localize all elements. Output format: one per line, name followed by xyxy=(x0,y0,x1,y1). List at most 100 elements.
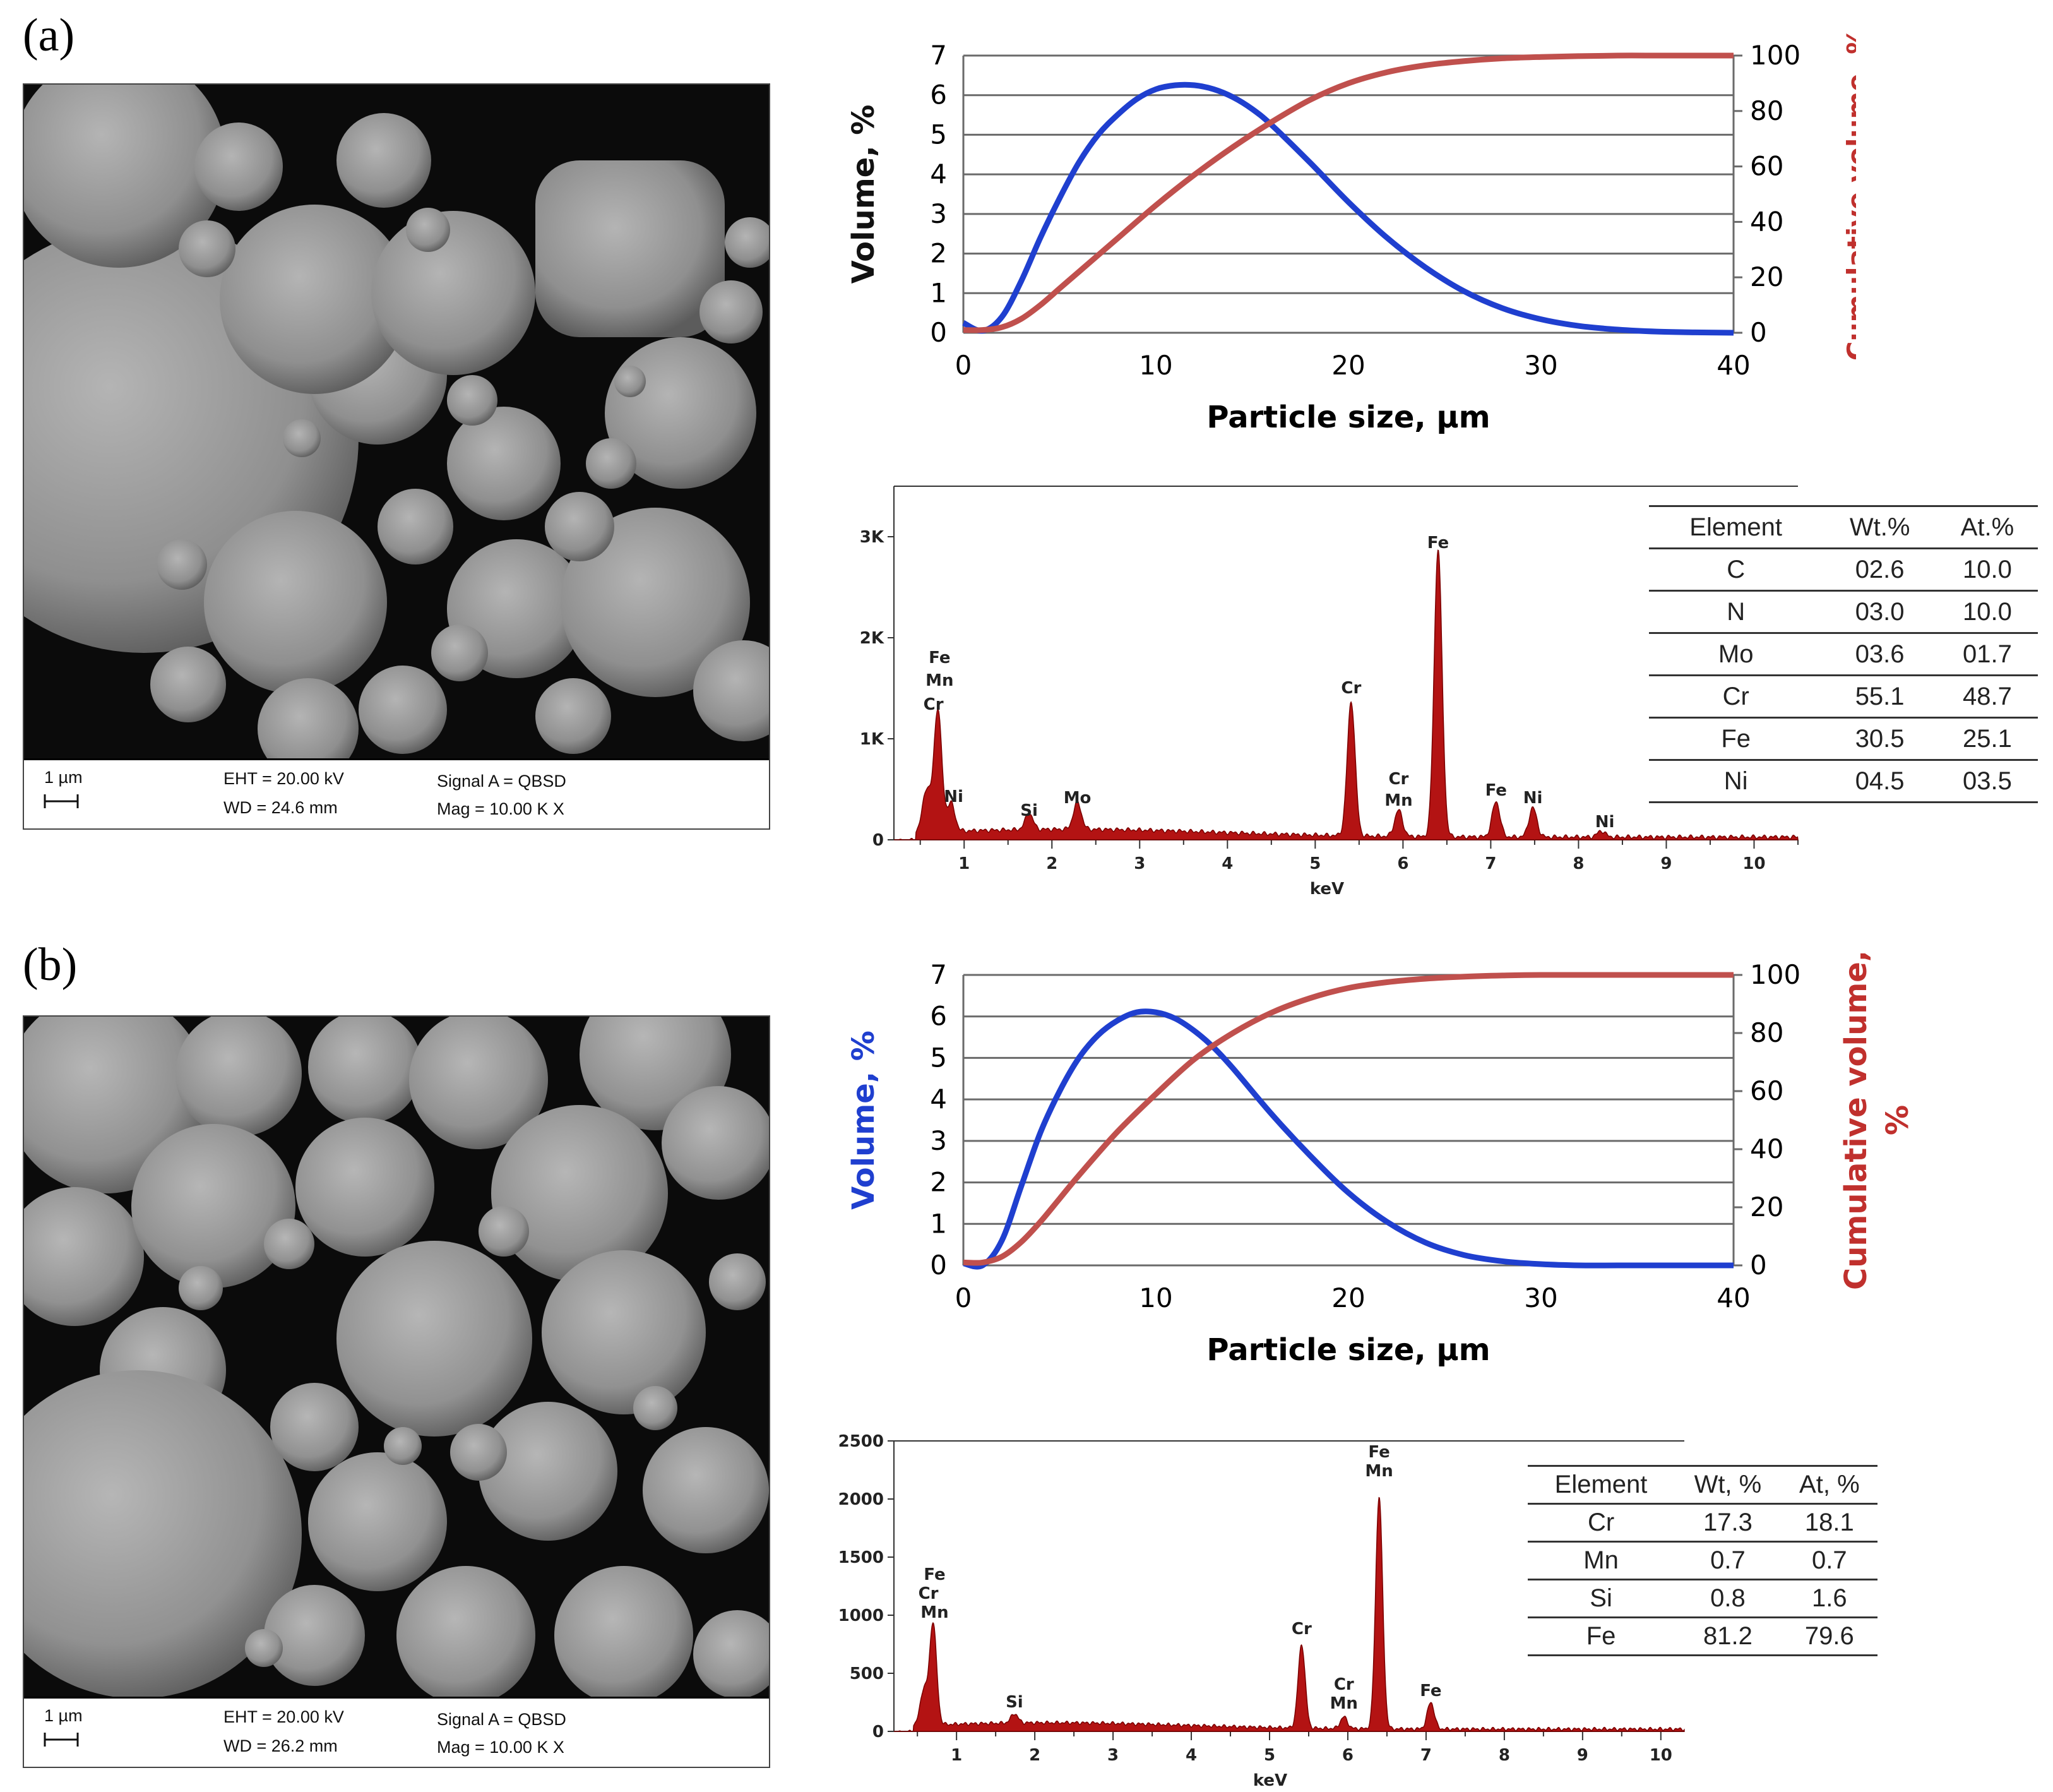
y-tick-label: 1K xyxy=(860,730,884,749)
y-tick-label: 6 xyxy=(930,80,947,111)
peak-label: Si xyxy=(1020,801,1038,820)
peak-label: Ni xyxy=(1523,789,1543,808)
table-cell: 0.8 xyxy=(1674,1579,1782,1618)
table-cell: 02.6 xyxy=(1823,548,1937,592)
x-tick-label: 4 xyxy=(1186,1746,1197,1765)
peak-label: Mn xyxy=(925,671,953,690)
table-cell: 10.0 xyxy=(1936,548,2038,592)
y2-tick-label: 60 xyxy=(1750,151,1783,182)
x-tick-label: 0 xyxy=(955,350,972,381)
sem-signal: Signal A = QBSD xyxy=(437,772,566,791)
sem-eht: EHT = 20.00 kV xyxy=(223,769,344,788)
table-row: Mn 0.7 0.7 xyxy=(1528,1541,1877,1580)
x-tick-label: 4 xyxy=(1222,854,1233,873)
table-header-cell: Wt, % xyxy=(1674,1465,1782,1505)
table-cell: Mo xyxy=(1649,633,1823,676)
x-tick-label: 0 xyxy=(955,1282,972,1313)
table-cell: 18.1 xyxy=(1781,1503,1877,1543)
eds-spectrum-a: 0 1K 2K 3K 1 2 3 4 5 6 7 8 9 10 keV Fe Mn Cr Ni Si Mo Cr Cr Mn F… xyxy=(860,486,1799,899)
peak-label: Cr xyxy=(1388,770,1408,789)
y2-axis-title: Cumulative volume, xyxy=(1838,950,1874,1290)
table-header-cell: Wt.% xyxy=(1823,505,1937,549)
y-axis-title: Volume, % xyxy=(846,105,881,284)
peak-label: Cr xyxy=(1341,679,1361,698)
x-tick-label: 6 xyxy=(1342,1746,1354,1765)
x-tick-label: 8 xyxy=(1499,1746,1510,1765)
volume-series-line xyxy=(962,1008,1734,1270)
table-cell: 1.6 xyxy=(1781,1579,1877,1618)
table-cell: 55.1 xyxy=(1823,675,1937,719)
x-tick-label: 7 xyxy=(1485,854,1496,873)
table-cell: 0.7 xyxy=(1674,1541,1782,1580)
y2-tick-label: 40 xyxy=(1750,206,1783,237)
sem-image-a xyxy=(24,85,769,760)
table-cell: Cr xyxy=(1649,675,1823,719)
table-header-cell: Element xyxy=(1528,1465,1675,1505)
y-tick-label: 4 xyxy=(930,1084,947,1114)
x-tick-label: 10 xyxy=(1742,854,1765,873)
peak-label: Mn xyxy=(920,1603,948,1622)
x-tick-label: 9 xyxy=(1577,1746,1588,1765)
table-cell: 25.1 xyxy=(1936,717,2038,761)
peak-label: Ni xyxy=(1595,813,1615,832)
y-tick-label: 3 xyxy=(930,198,947,229)
table-header-cell: At.% xyxy=(1936,505,2038,549)
psd-chart-a: 0 1 2 3 4 5 6 7 0 20 40 60 80 100 0 10 20 30 40 Particle si… xyxy=(846,28,1856,435)
y2-tick-label: 80 xyxy=(1750,95,1783,126)
table-cell: 79.6 xyxy=(1781,1617,1877,1656)
x-tick-label: 1 xyxy=(958,854,970,873)
y-tick-label: 5 xyxy=(930,1042,947,1073)
x-tick-label: 6 xyxy=(1397,854,1408,873)
peak-label: Ni xyxy=(944,787,963,806)
sem-mag: Mag = 10.00 K X xyxy=(437,1738,564,1757)
table-row: Mo 03.6 01.7 xyxy=(1649,633,2038,676)
y-tick-label: 2 xyxy=(930,238,947,269)
y-tick-label: 1000 xyxy=(838,1606,884,1625)
table-header-row: Element Wt.% At.% xyxy=(1649,505,2038,549)
eds-table-a: Element Wt.% At.% C 02.6 10.0 N 03.0 10.0 Mo 03.6 0… xyxy=(1649,505,2038,803)
table-header-row: Element Wt, % At, % xyxy=(1528,1465,1877,1505)
y2-tick-label: 60 xyxy=(1750,1075,1783,1106)
table-header-cell: Element xyxy=(1649,505,1823,549)
y-tick-label: 7 xyxy=(930,40,947,71)
y-tick-label: 4 xyxy=(930,158,947,189)
table-cell: 0.7 xyxy=(1781,1541,1877,1580)
x-tick-label: 20 xyxy=(1331,1282,1365,1313)
peak-label: Cr xyxy=(924,695,944,714)
y-tick-label: 0 xyxy=(930,317,947,348)
table-cell: 01.7 xyxy=(1936,633,2038,676)
sem-scale-label: 1 µm xyxy=(44,768,83,787)
x-tick-label: 1 xyxy=(951,1746,962,1765)
table-cell: N xyxy=(1649,590,1823,634)
sem-image-b xyxy=(24,1017,769,1699)
y2-tick-label: 100 xyxy=(1750,40,1800,71)
x-axis-title: keV xyxy=(1253,1771,1287,1790)
table-row: Si 0.8 1.6 xyxy=(1528,1579,1877,1618)
panel-label-b: (b) xyxy=(23,939,78,991)
x-tick-label: 3 xyxy=(1134,854,1145,873)
sem-scale-label: 1 µm xyxy=(44,1706,83,1725)
sem-wd: WD = 24.6 mm xyxy=(223,798,338,817)
peak-label: Fe xyxy=(929,648,950,667)
sem-footer-b: 1 µm EHT = 20.00 kV WD = 26.2 mm Signal … xyxy=(24,1697,769,1767)
y-tick-label: 0 xyxy=(872,831,884,850)
table-cell: 03.0 xyxy=(1823,590,1937,634)
cumulative-series-line xyxy=(963,972,1734,1266)
table-cell: Mn xyxy=(1528,1541,1675,1580)
y-tick-label: 1 xyxy=(930,1208,947,1239)
y-tick-label: 0 xyxy=(930,1250,947,1281)
peak-label: Mn xyxy=(1330,1694,1358,1713)
table-cell: Si xyxy=(1528,1579,1675,1618)
peak-label: Fe xyxy=(1420,1681,1441,1700)
y-tick-label: 2500 xyxy=(838,1432,884,1451)
table-row: Cr 17.3 18.1 xyxy=(1528,1503,1877,1543)
y2-tick-label: 80 xyxy=(1750,1017,1783,1048)
y2-tick-label: 0 xyxy=(1750,317,1767,348)
eds-table-b: Element Wt, % At, % Cr 17.3 18.1 Mn 0.7 0.7 Si 0.8… xyxy=(1528,1465,1877,1656)
psd-chart-b: 0 1 2 3 4 5 6 7 0 20 40 60 80 100 0 10 20 30 40 Particle si… xyxy=(846,950,1915,1368)
table-cell: 48.7 xyxy=(1936,675,2038,719)
y-tick-label: 1500 xyxy=(838,1548,884,1567)
x-tick-label: 9 xyxy=(1660,854,1672,873)
panel-label-a: (a) xyxy=(23,9,75,61)
y-tick-label: 3 xyxy=(930,1125,947,1156)
